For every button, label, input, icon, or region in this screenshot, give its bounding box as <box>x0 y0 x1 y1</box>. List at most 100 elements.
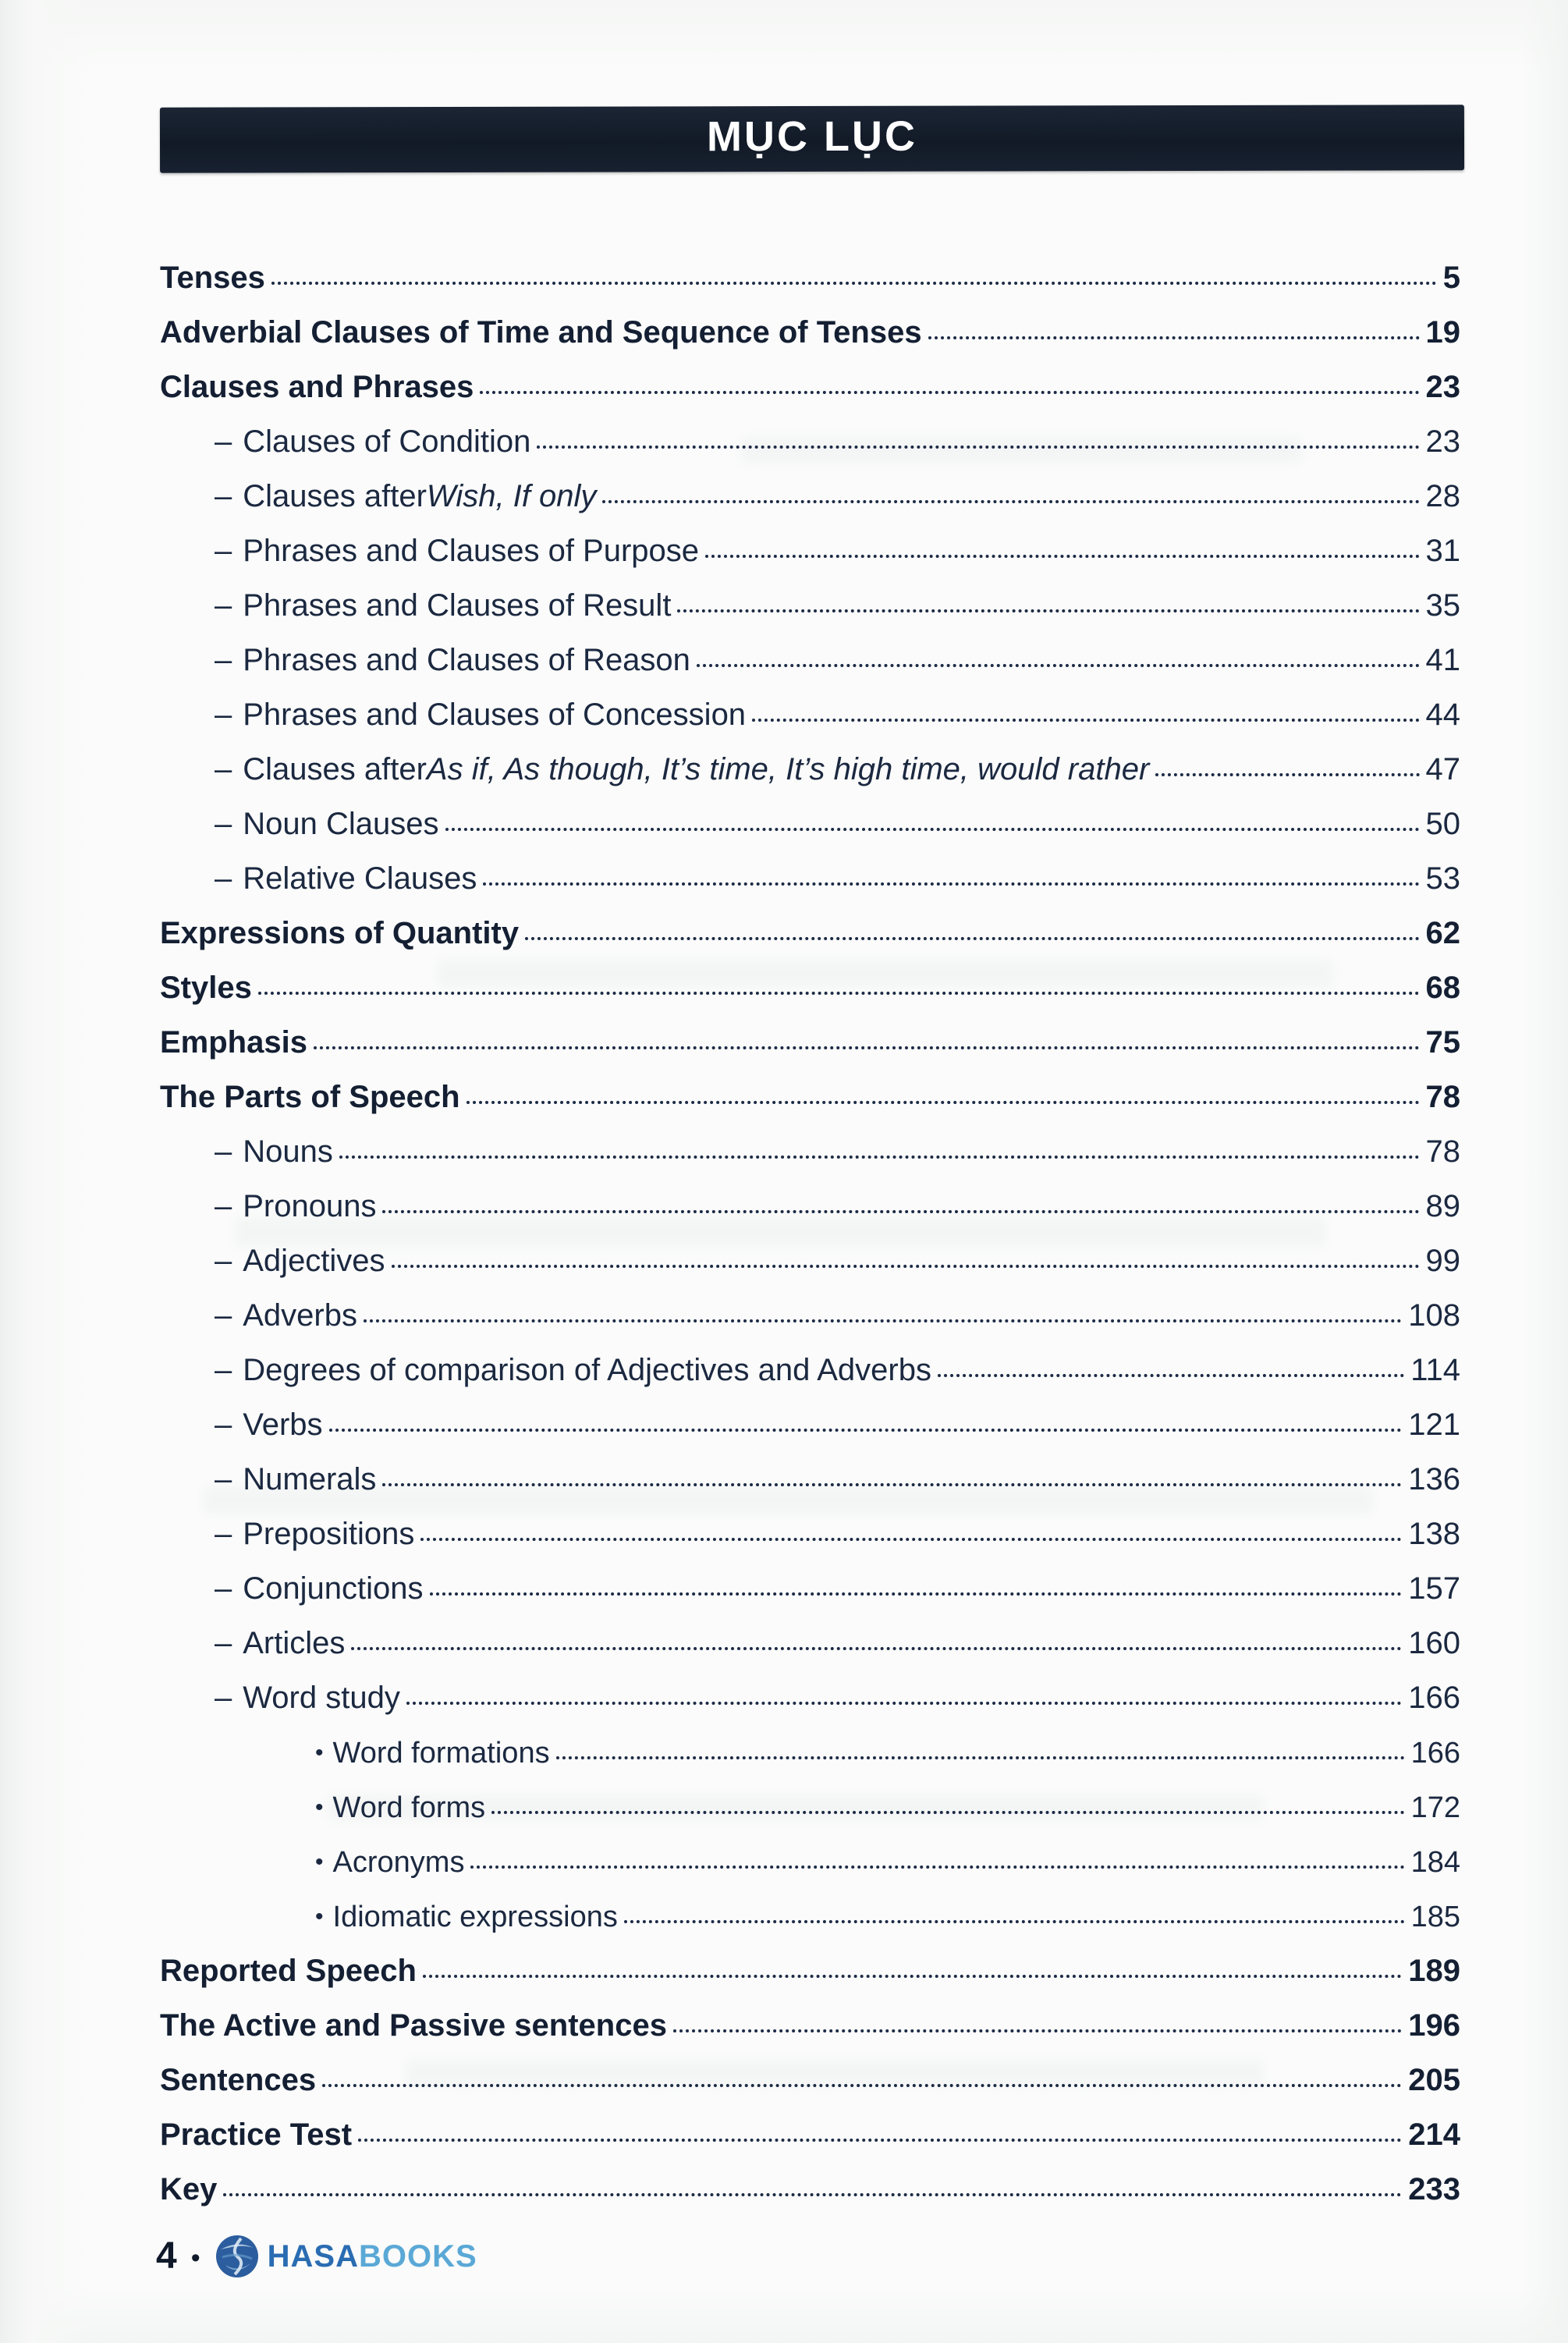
toc-entry-title: Phrases and Clauses of Reason <box>243 644 690 676</box>
toc-page-number: 205 <box>1408 2063 1460 2097</box>
toc-title-segment: Clauses and Phrases <box>160 370 474 404</box>
dash-marker: – <box>215 1571 232 1606</box>
toc-page-number: 214 <box>1408 2118 1460 2152</box>
toc-page-number: 50 <box>1425 807 1461 841</box>
brand-hasa: HASA <box>267 2239 359 2274</box>
toc-entry-title: Practice Test <box>160 2119 352 2150</box>
toc-page-number: 35 <box>1425 588 1461 623</box>
dot-leader <box>928 336 1420 339</box>
dot-leader <box>480 391 1420 394</box>
dot-leader <box>223 2193 1403 2196</box>
toc-title-segment: Adjectives <box>243 1244 385 1278</box>
toc-page-number: 157 <box>1408 1571 1460 1606</box>
dot-leader <box>752 719 1420 722</box>
toc-title-italic-segment: As if, As though, It’s time, It’s high t… <box>426 752 1150 786</box>
toc-row: – Phrases and Clauses of Reason 41 <box>160 621 1460 676</box>
toc-title-segment: Degrees of comparison of Adjectives and … <box>243 1353 931 1387</box>
toc-page-number: 108 <box>1408 1298 1460 1333</box>
dot-leader <box>537 446 1420 449</box>
toc-entry-title: Adverbial Clauses of Time and Sequence o… <box>160 317 922 348</box>
toc-entry-title: Tenses <box>160 262 265 293</box>
toc-title-segment: Emphasis <box>160 1025 307 1060</box>
toc-row: – Noun Clauses 50 <box>160 785 1460 840</box>
toc-title-segment: Phrases and Clauses of Result <box>243 588 672 623</box>
toc-entry-title: Clauses and Phrases <box>160 371 474 403</box>
toc-page-number: 78 <box>1425 1134 1461 1169</box>
toc-row: Key 233 <box>160 2150 1460 2205</box>
toc-page-number: 68 <box>1425 971 1461 1005</box>
toc-entry-title: Relative Clauses <box>243 863 477 894</box>
toc-entry-title: Acronyms <box>333 1848 465 1877</box>
dot-leader <box>555 1756 1405 1759</box>
brand-text: HASABOOKS <box>268 2241 477 2272</box>
dot-leader <box>429 1592 1403 1596</box>
dot-leader <box>351 1647 1403 1650</box>
toc-title-segment: Idiomatic expressions <box>332 1901 618 1933</box>
dash-marker: – <box>215 1189 232 1223</box>
toc-entry-title: Word study <box>243 1682 400 1713</box>
toc-entry-title: Sentences <box>160 2064 316 2096</box>
dot-leader <box>382 1483 1403 1486</box>
dash-marker: – <box>215 1134 232 1169</box>
toc-row: – Articles 160 <box>160 1604 1460 1659</box>
toc-entry-title: The Parts of Speech <box>160 1081 460 1113</box>
dash-marker: – <box>215 534 232 568</box>
toc-entry-title: Idiomatic expressions <box>333 1902 618 1932</box>
toc-entry-title: Emphasis <box>160 1027 307 1058</box>
toc-entry-title: Expressions of Quantity <box>160 918 519 949</box>
bleedthrough-smudge <box>328 1795 1264 1821</box>
dash-marker: – <box>215 861 232 896</box>
toc-page-number: 160 <box>1408 1626 1460 1660</box>
page-title: MỤC LỤC <box>706 112 918 161</box>
toc-page-number: 23 <box>1425 424 1461 459</box>
toc-entry-title: The Active and Passive sentences <box>160 2010 667 2041</box>
dot-leader <box>382 1210 1420 1213</box>
toc-page-number: 99 <box>1425 1244 1461 1278</box>
toc-page-number: 184 <box>1410 1846 1460 1879</box>
toc-title-segment: The Parts of Speech <box>160 1080 460 1114</box>
toc-entry-title: Reported Speech <box>160 1955 417 1986</box>
dash-marker: – <box>215 1462 232 1496</box>
toc-entry-title: Conjunctions <box>243 1573 423 1604</box>
toc-row: – Pronouns 89 <box>160 1167 1460 1222</box>
bleedthrough-smudge <box>203 1486 1373 1514</box>
dot-leader <box>358 2139 1403 2142</box>
toc-title-segment: Verbs <box>243 1408 323 1442</box>
toc-title-segment: Clauses of Condition <box>243 424 531 459</box>
dot-leader <box>257 992 1420 995</box>
toc-entry-title: Phrases and Clauses of Purpose <box>243 535 699 566</box>
toc-entry-title: Word formations <box>333 1738 550 1768</box>
dot-leader <box>328 1429 1403 1432</box>
toc-title-segment: Prepositions <box>243 1517 415 1551</box>
toc-page-number: 136 <box>1408 1462 1460 1496</box>
dot-leader <box>483 882 1420 886</box>
toc-title-segment: Phrases and Clauses of Reason <box>243 643 690 677</box>
toc-title-segment: Word study <box>243 1681 400 1715</box>
toc-row: Tenses 5 <box>160 239 1460 293</box>
toc-row: Sentences 205 <box>160 2041 1460 2096</box>
toc-row: – Phrases and Clauses of Purpose 31 <box>160 512 1460 566</box>
dot-leader <box>677 609 1420 612</box>
toc-entry-title: Pronouns <box>243 1191 376 1222</box>
toc-entry-title: Degrees of comparison of Adjectives and … <box>243 1354 931 1386</box>
dash-marker: – <box>215 424 232 459</box>
toc-entry-title: Phrases and Clauses of Result <box>243 590 671 621</box>
toc-page-number: 121 <box>1408 1408 1460 1442</box>
dash-marker: – <box>215 1517 232 1551</box>
toc-title-segment: Acronyms <box>332 1846 465 1879</box>
toc-row: • Acronyms 184 <box>160 1823 1460 1877</box>
bleedthrough-smudge <box>437 960 1334 988</box>
footer: 4 • HASABOOKS <box>156 2233 477 2280</box>
toc-title-segment: Styles <box>160 971 252 1005</box>
toc-title-segment: Practice Test <box>160 2118 353 2152</box>
dash-marker: – <box>215 1408 232 1442</box>
dot-leader <box>339 1156 1420 1159</box>
bullet-marker: • <box>315 1849 324 1875</box>
toc-title-segment: Noun Clauses <box>243 807 439 841</box>
toc-title-segment: Nouns <box>243 1134 333 1169</box>
dot-leader <box>1155 773 1420 776</box>
toc-page-number: 172 <box>1410 1791 1460 1824</box>
dot-leader <box>420 1538 1403 1541</box>
toc-entry-title: Adjectives <box>243 1245 385 1276</box>
toc-page-number: 138 <box>1408 1517 1460 1551</box>
